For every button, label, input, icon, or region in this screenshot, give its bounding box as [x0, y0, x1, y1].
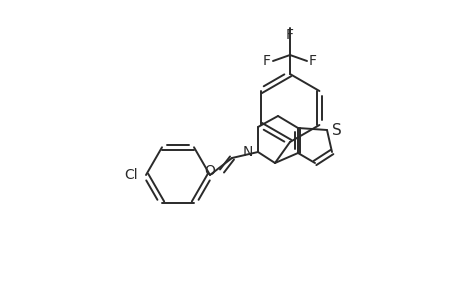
Text: F: F — [308, 54, 316, 68]
Text: F: F — [285, 28, 293, 42]
Text: N: N — [242, 145, 252, 159]
Text: O: O — [204, 164, 214, 178]
Text: S: S — [331, 122, 341, 137]
Text: Cl: Cl — [124, 168, 138, 182]
Text: F: F — [263, 54, 270, 68]
